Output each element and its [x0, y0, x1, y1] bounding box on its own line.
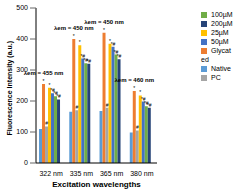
svg-text:*: * [73, 33, 75, 39]
svg-text:*#: *# [86, 58, 91, 64]
svg-text:400: 400 [16, 35, 28, 42]
svg-text:*#: *# [147, 102, 152, 108]
html-text:200µM: 200µM [211, 20, 233, 27]
svg-text:380 nm: 380 nm [130, 170, 154, 177]
svg-text:#: # [45, 120, 48, 126]
svg-text:λem = 460 nm: λem = 460 nm [115, 77, 155, 83]
svg-text:500: 500 [16, 4, 28, 11]
svg-text:*: * [139, 89, 141, 95]
svg-text:*: * [79, 39, 81, 45]
html-text:PC: PC [211, 74, 221, 81]
svg-text:200: 200 [16, 97, 28, 104]
svg-text:100: 100 [16, 128, 28, 135]
svg-text:365 nm: 365 nm [100, 170, 124, 177]
svg-text:*#: *# [111, 41, 116, 47]
svg-text:Excitation wavelengths: Excitation wavelengths [52, 180, 141, 189]
svg-text:300: 300 [16, 66, 28, 74]
html-text:Native: Native [211, 65, 231, 72]
svg-text:λem = 450 nm: λem = 450 nm [84, 19, 124, 25]
svg-text:*#: *# [117, 53, 122, 59]
svg-text:*: * [103, 27, 105, 33]
html-text:50µM: 50µM [211, 38, 229, 45]
svg-text:*: * [43, 78, 45, 84]
html-text:100µM: 100µM [211, 11, 233, 18]
svg-text:#: # [106, 102, 109, 108]
svg-text:λem = 450 nm: λem = 450 nm [54, 25, 94, 31]
svg-text:#: # [136, 124, 139, 130]
svg-text:λem = 455 nm: λem = 455 nm [24, 70, 64, 76]
svg-text:322 nm: 322 nm [39, 170, 63, 177]
svg-text:0: 0 [24, 159, 28, 166]
html-text:25µM: 25µM [211, 29, 229, 36]
svg-text:*: * [133, 85, 135, 91]
svg-text:335 nm: 335 nm [70, 170, 94, 177]
html-text:Glycated: Glycated [201, 47, 231, 63]
svg-text:*#: *# [56, 93, 61, 99]
svg-text:#: # [75, 104, 78, 110]
svg-text:Fluorescence Intensity (a.u.): Fluorescence Intensity (a.u.) [8, 41, 14, 136]
